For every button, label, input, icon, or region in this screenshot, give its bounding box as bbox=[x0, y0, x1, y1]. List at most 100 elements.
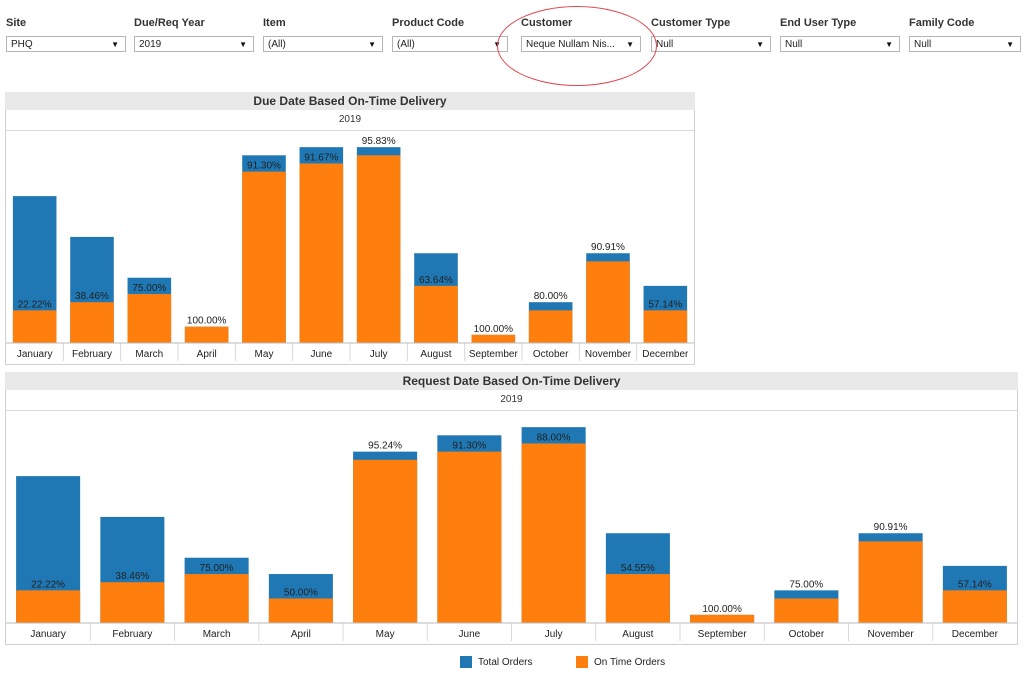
bar-on-time-orders bbox=[70, 302, 114, 343]
bar-on-time-orders bbox=[414, 285, 458, 343]
filter-label: End User Type bbox=[780, 17, 857, 29]
end-user-type-dropdown[interactable]: Null ▼ bbox=[780, 36, 900, 52]
dropdown-value: (All) bbox=[397, 39, 415, 50]
dropdown-value: Neque Nullam Nis... bbox=[526, 39, 615, 50]
data-label: 38.46% bbox=[115, 571, 149, 582]
bar-on-time-orders bbox=[586, 261, 630, 343]
x-tick-label: February bbox=[112, 629, 152, 640]
bar-on-time-orders bbox=[471, 334, 516, 343]
data-label: 57.14% bbox=[648, 299, 682, 310]
dropdown-value: PHQ bbox=[11, 39, 33, 50]
legend-label: On Time Orders bbox=[594, 657, 666, 668]
data-label: 57.14% bbox=[958, 579, 992, 590]
filter-customer: Customer Neque Nullam Nis... ▼ bbox=[521, 16, 643, 56]
bar-on-time-orders bbox=[299, 163, 344, 343]
chevron-down-icon: ▼ bbox=[1006, 40, 1014, 49]
legend-label: Total Orders bbox=[478, 657, 533, 668]
x-tick-label: June bbox=[459, 629, 481, 640]
x-tick-label: September bbox=[469, 349, 519, 360]
year-dropdown[interactable]: 2019 ▼ bbox=[134, 36, 254, 52]
x-tick-label: October bbox=[789, 629, 825, 640]
x-tick-label: September bbox=[698, 629, 748, 640]
bar-on-time-orders bbox=[605, 574, 670, 623]
bar-on-time-orders bbox=[858, 541, 923, 623]
x-tick-label: August bbox=[622, 629, 653, 640]
data-label: 100.00% bbox=[702, 604, 742, 615]
data-label: 75.00% bbox=[132, 283, 166, 294]
bar-on-time-orders bbox=[643, 310, 688, 343]
bar-on-time-orders bbox=[353, 459, 418, 623]
x-tick-label: March bbox=[203, 629, 231, 640]
bar-on-time-orders bbox=[437, 451, 502, 623]
legend-item-total: Total Orders bbox=[460, 656, 532, 669]
bar-on-time-orders bbox=[774, 598, 839, 623]
site-dropdown[interactable]: PHQ ▼ bbox=[6, 36, 126, 52]
chart-year-header: 2019 bbox=[6, 390, 1017, 411]
product-code-dropdown[interactable]: (All) ▼ bbox=[392, 36, 508, 52]
x-tick-label: May bbox=[255, 349, 274, 360]
filter-label: Customer Type bbox=[651, 17, 731, 29]
chevron-down-icon: ▼ bbox=[239, 40, 247, 49]
bar-on-time-orders bbox=[184, 326, 229, 343]
data-label: 95.83% bbox=[362, 136, 396, 147]
filter-product-code: Product Code (All) ▼ bbox=[392, 16, 512, 56]
data-label: 88.00% bbox=[537, 432, 571, 443]
request-date-chart: 22.22% January 38.46% February 75.00% March 50… bbox=[6, 427, 1017, 641]
bar-on-time-orders bbox=[127, 294, 172, 343]
x-tick-label: November bbox=[585, 349, 632, 360]
item-dropdown[interactable]: (All) ▼ bbox=[263, 36, 383, 52]
filter-end-user-type: End User Type Null ▼ bbox=[780, 16, 902, 56]
bar-on-time-orders bbox=[690, 614, 755, 623]
data-label: 95.24% bbox=[368, 441, 402, 452]
due-date-chart: 22.22% January 38.46% February 75.00% March 10… bbox=[6, 136, 694, 361]
x-tick-label: April bbox=[197, 349, 217, 360]
filter-label: Customer bbox=[521, 17, 573, 29]
bar-on-time-orders bbox=[242, 171, 286, 343]
dropdown-value: 2019 bbox=[139, 39, 162, 50]
chevron-down-icon: ▼ bbox=[111, 40, 119, 49]
bar-on-time-orders bbox=[942, 590, 1007, 623]
bar-on-time-orders bbox=[12, 310, 57, 343]
data-label: 22.22% bbox=[18, 299, 52, 310]
data-label: 90.91% bbox=[874, 522, 908, 533]
x-tick-label: October bbox=[533, 349, 569, 360]
x-tick-label: December bbox=[642, 349, 689, 360]
filter-label: Family Code bbox=[909, 17, 975, 29]
x-tick-label: April bbox=[291, 629, 311, 640]
chart-title: Due Date Based On-Time Delivery bbox=[5, 92, 695, 110]
filter-site: Site PHQ ▼ bbox=[6, 16, 126, 56]
data-label: 54.55% bbox=[621, 563, 655, 574]
bar-on-time-orders bbox=[100, 582, 165, 623]
family-code-dropdown[interactable]: Null ▼ bbox=[909, 36, 1021, 52]
x-tick-label: June bbox=[310, 349, 332, 360]
dropdown-value: Null bbox=[785, 39, 803, 50]
bar-on-time-orders bbox=[356, 155, 401, 343]
legend-item-on-time: On Time Orders bbox=[576, 656, 665, 669]
legend-swatch bbox=[460, 656, 472, 668]
customer-dropdown[interactable]: Neque Nullam Nis... ▼ bbox=[521, 36, 641, 52]
filter-label: Due/Req Year bbox=[134, 17, 205, 29]
legend-swatch bbox=[576, 656, 588, 668]
data-label: 80.00% bbox=[534, 291, 568, 302]
chevron-down-icon: ▼ bbox=[368, 40, 376, 49]
filter-customer-type: Customer Type Null ▼ bbox=[651, 16, 773, 56]
chart-title: Request Date Based On-Time Delivery bbox=[5, 372, 1018, 390]
x-tick-label: December bbox=[952, 629, 999, 640]
x-tick-label: February bbox=[72, 349, 112, 360]
data-label: 63.64% bbox=[419, 275, 453, 286]
bar-on-time-orders bbox=[268, 598, 333, 623]
filter-label: Item bbox=[263, 17, 286, 29]
x-tick-label: May bbox=[376, 629, 395, 640]
request-date-chart-panel: 2019 22.22% January 38.46% February 75.00% Ma… bbox=[5, 390, 1018, 645]
dropdown-value: Null bbox=[656, 39, 674, 50]
x-tick-label: July bbox=[545, 629, 563, 640]
filter-family-code: Family Code Null ▼ bbox=[909, 16, 1021, 56]
data-label: 100.00% bbox=[474, 324, 514, 335]
customer-type-dropdown[interactable]: Null ▼ bbox=[651, 36, 771, 52]
bar-on-time-orders bbox=[521, 443, 586, 623]
x-tick-label: August bbox=[420, 349, 451, 360]
data-label: 22.22% bbox=[31, 579, 65, 590]
filter-label: Site bbox=[6, 17, 27, 29]
bar-on-time-orders bbox=[184, 574, 249, 623]
data-label: 90.91% bbox=[591, 242, 625, 253]
